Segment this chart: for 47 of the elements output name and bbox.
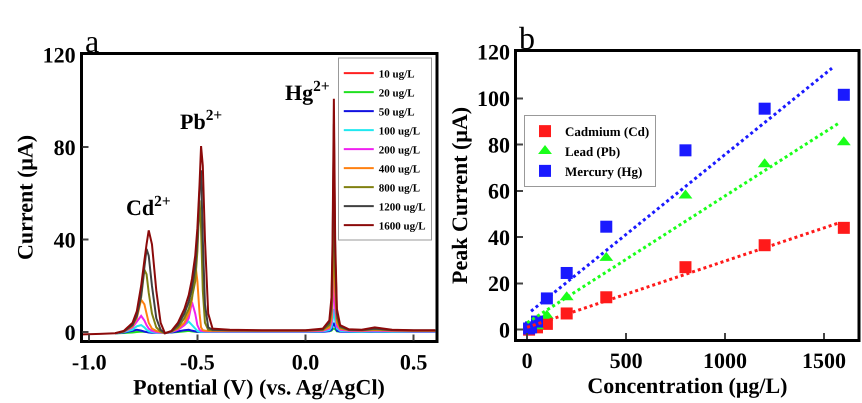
- point: [758, 102, 771, 115]
- point: [838, 222, 850, 234]
- legend-label: 1600 ug/L: [378, 220, 426, 232]
- y-tick-label: 60: [488, 178, 510, 204]
- legend-label: 50 ug/L: [378, 106, 415, 118]
- x-tick-label: 1000: [703, 348, 748, 374]
- y-tick-label: 120: [42, 42, 76, 68]
- legend-label: 1200 ug/L: [378, 201, 426, 214]
- x-tick-label: 0: [522, 348, 533, 374]
- chart-title: a: [85, 23, 100, 59]
- x-tick-label: -0.5: [180, 349, 215, 374]
- annotation: Cd$^{2+}$: [126, 193, 171, 220]
- x-tick-label: 1500: [802, 348, 846, 374]
- legend-label: 800 ug/L: [378, 182, 420, 194]
- point: [600, 220, 612, 233]
- y-tick-label: 120: [477, 40, 510, 65]
- legend-label: Lead (Pb): [565, 144, 620, 160]
- y-tick-label: 20: [488, 271, 510, 296]
- point: [679, 261, 692, 274]
- x-tick-label: 0.5: [400, 349, 428, 374]
- x-tick-label: 0.0: [292, 349, 320, 374]
- y-axis-title: Peak Current (μA): [446, 106, 472, 284]
- y-axis-title: Current (μA): [12, 134, 38, 260]
- y-tick-label: 40: [54, 227, 76, 252]
- legend-label: Cadmium (Cd): [565, 124, 650, 140]
- legend-label: Mercury (Hg): [565, 164, 642, 179]
- annotation: Hg$^{2+}$: [285, 78, 330, 106]
- x-tick-label: -1.0: [72, 349, 107, 374]
- y-tick-label: 40: [488, 224, 510, 250]
- y-tick-label: 0: [499, 317, 510, 342]
- point: [838, 88, 850, 101]
- y-tick-label: 0: [64, 320, 76, 345]
- x-axis-title: Concentration (μg/L): [587, 373, 788, 398]
- legend-label: 20 ug/L: [378, 87, 415, 100]
- y-tick-label: 100: [477, 86, 510, 111]
- x-axis-title: Potential (V) (vs. Ag/AgCl): [133, 374, 385, 400]
- legend-label: 200 ug/L: [378, 144, 420, 156]
- legend-label: 400 ug/L: [378, 163, 420, 176]
- point: [679, 144, 692, 156]
- y-tick-label: 80: [54, 134, 76, 160]
- legend-label: 10 ug/L: [378, 68, 415, 80]
- chart-title: b: [519, 20, 535, 56]
- annotation: Pb$^{2+}$: [180, 107, 222, 134]
- y-tick-label: 80: [488, 132, 510, 158]
- point: [560, 266, 573, 279]
- x-tick-label: 500: [610, 348, 643, 374]
- legend-label: 100 ug/L: [378, 125, 420, 138]
